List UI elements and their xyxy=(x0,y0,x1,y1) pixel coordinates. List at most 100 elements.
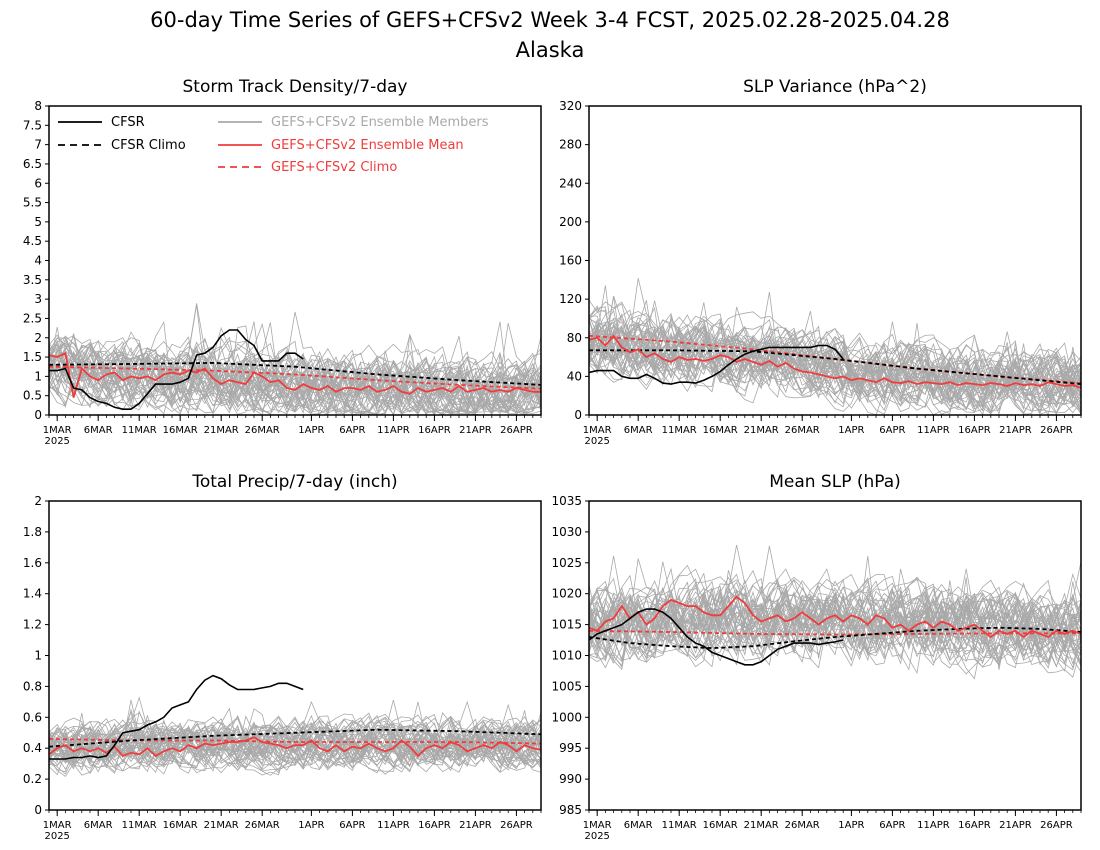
ensemble-member-line xyxy=(589,568,1081,675)
x-tick-label: 21MAR xyxy=(204,820,239,831)
y-tick-label: 0 xyxy=(34,408,42,422)
y-tick-label: 1.8 xyxy=(23,525,42,539)
y-tick-label: 1 xyxy=(34,369,42,383)
x-tick-label: 16MAR xyxy=(703,820,738,831)
panel-title: Mean SLP (hPa) xyxy=(769,472,901,492)
x-tick-label: 11APR xyxy=(377,425,410,436)
x-tick-label: 26MAR xyxy=(245,425,280,436)
x-tick-label: 6APR xyxy=(339,820,365,831)
legend-label: CFSR Climo xyxy=(111,138,186,153)
y-tick-label: 0.5 xyxy=(23,389,42,403)
x-tick-label: 16APR xyxy=(418,425,451,436)
x-tick-label: 26APR xyxy=(500,425,533,436)
y-tick-label: 7.5 xyxy=(23,118,42,132)
cfsr-climo-line xyxy=(589,349,1081,385)
y-tick-label: 990 xyxy=(559,772,582,786)
x-tick-label: 11APR xyxy=(917,820,950,831)
x-tick-label: 1MAR xyxy=(583,425,612,436)
x-tick-label: 21APR xyxy=(999,425,1032,436)
x-tick-label: 6APR xyxy=(339,425,365,436)
x-tick-label: 6MAR xyxy=(84,425,113,436)
ensemble-member-line xyxy=(589,310,1081,397)
ensemble-member-line xyxy=(49,714,541,770)
x-tick-label: 1APR xyxy=(838,425,864,436)
y-tick-label: 200 xyxy=(559,215,582,229)
x-tick-label: 1MAR xyxy=(583,820,612,831)
panel-title: Total Precip/7-day (inch) xyxy=(191,472,397,492)
ensemble-member-line xyxy=(49,712,541,774)
y-tick-label: 4.5 xyxy=(23,234,42,248)
gefs-climo-line xyxy=(49,738,541,745)
x-tick-label: 11MAR xyxy=(662,425,697,436)
y-tick-label: 3 xyxy=(34,292,42,306)
x-tick-label: 11MAR xyxy=(122,820,157,831)
x-tick-label: 21APR xyxy=(459,820,492,831)
ensemble-mean-line xyxy=(589,595,1081,639)
x-tick-label: 11APR xyxy=(917,425,950,436)
panel-title: Storm Track Density/7-day xyxy=(183,77,408,97)
y-tick-label: 8 xyxy=(34,99,42,113)
ensemble-member-line xyxy=(49,716,541,766)
ensemble-member-line xyxy=(589,568,1081,672)
y-tick-label: 1005 xyxy=(551,679,582,693)
y-tick-label: 280 xyxy=(559,138,582,152)
y-tick-label: 1.5 xyxy=(23,350,42,364)
x-tick-label: 21APR xyxy=(999,820,1032,831)
y-tick-label: 2 xyxy=(34,331,42,345)
ensemble-member-line xyxy=(589,322,1081,401)
y-tick-label: 995 xyxy=(559,741,582,755)
y-tick-label: 2 xyxy=(34,494,42,508)
y-tick-label: 0.4 xyxy=(23,741,42,755)
y-tick-label: 1030 xyxy=(551,525,582,539)
ensemble-member-line xyxy=(589,544,1081,668)
ensemble-member-line xyxy=(589,587,1081,671)
y-tick-label: 240 xyxy=(559,176,582,190)
y-tick-label: 40 xyxy=(567,369,582,383)
chart-panel-2: SLP Variance (hPa^2) 0 40 80 120 160 200 240 280… xyxy=(559,77,1082,447)
ensemble-member-line xyxy=(49,352,541,415)
x-tick-label: 1MAR xyxy=(43,425,72,436)
y-tick-label: 0 xyxy=(34,803,42,817)
ensemble-member-line xyxy=(49,717,541,777)
x-tick-label: 21MAR xyxy=(204,425,239,436)
x-tick-label: 26APR xyxy=(500,820,533,831)
x-tick-label: 26APR xyxy=(1040,425,1073,436)
panels-group: Storm Track Density/7-day 0 0.5 1 1.5 2 2.5 3 3.… xyxy=(23,77,1082,842)
y-tick-label: 1015 xyxy=(551,618,582,632)
ensemble-member-line xyxy=(49,325,541,413)
y-tick-label: 6 xyxy=(34,176,42,190)
y-tick-label: 2.5 xyxy=(23,311,42,325)
ensemble-member-line xyxy=(589,314,1081,408)
x-tick-label: 6MAR xyxy=(624,820,653,831)
ensemble-member-line xyxy=(589,325,1081,412)
y-tick-label: 1035 xyxy=(551,494,582,508)
cfsr-line xyxy=(49,674,304,760)
cfsr-climo-line xyxy=(49,361,541,386)
cfsr-line xyxy=(49,329,304,411)
ensemble-member-line xyxy=(49,707,541,772)
x-tick-label: 26MAR xyxy=(245,820,280,831)
y-tick-label: 1.6 xyxy=(23,556,42,570)
x-tick-label: 1MAR xyxy=(43,820,72,831)
y-tick-label: 0 xyxy=(574,408,582,422)
ensemble-member-line xyxy=(49,708,541,767)
x-tick-label: 1APR xyxy=(298,820,324,831)
y-tick-label: 5 xyxy=(34,215,42,229)
ensemble-member-line xyxy=(589,573,1081,657)
ensemble-member-line xyxy=(49,331,541,414)
cfsr-climo-line xyxy=(589,626,1081,650)
ensemble-member-line xyxy=(589,572,1081,665)
legend-label: GEFS+CFSv2 Ensemble Mean xyxy=(271,138,464,153)
ensemble-member-line xyxy=(589,581,1081,671)
ensemble-member-line xyxy=(49,333,541,410)
ensemble-mean-line xyxy=(589,334,1081,389)
y-tick-label: 0.2 xyxy=(23,772,42,786)
chart-panel-3: Total Precip/7-day (inch)00.20.40.60.811… xyxy=(23,472,542,842)
x-tick-label: 16APR xyxy=(958,820,991,831)
ensemble-member-line xyxy=(589,591,1081,662)
legend-label: GEFS+CFSv2 Ensemble Members xyxy=(271,115,489,130)
x-tick-label: 6MAR xyxy=(624,425,653,436)
ensemble-member-line xyxy=(49,724,541,772)
cfsr-line xyxy=(589,344,844,385)
ensemble-member-line xyxy=(49,711,541,768)
